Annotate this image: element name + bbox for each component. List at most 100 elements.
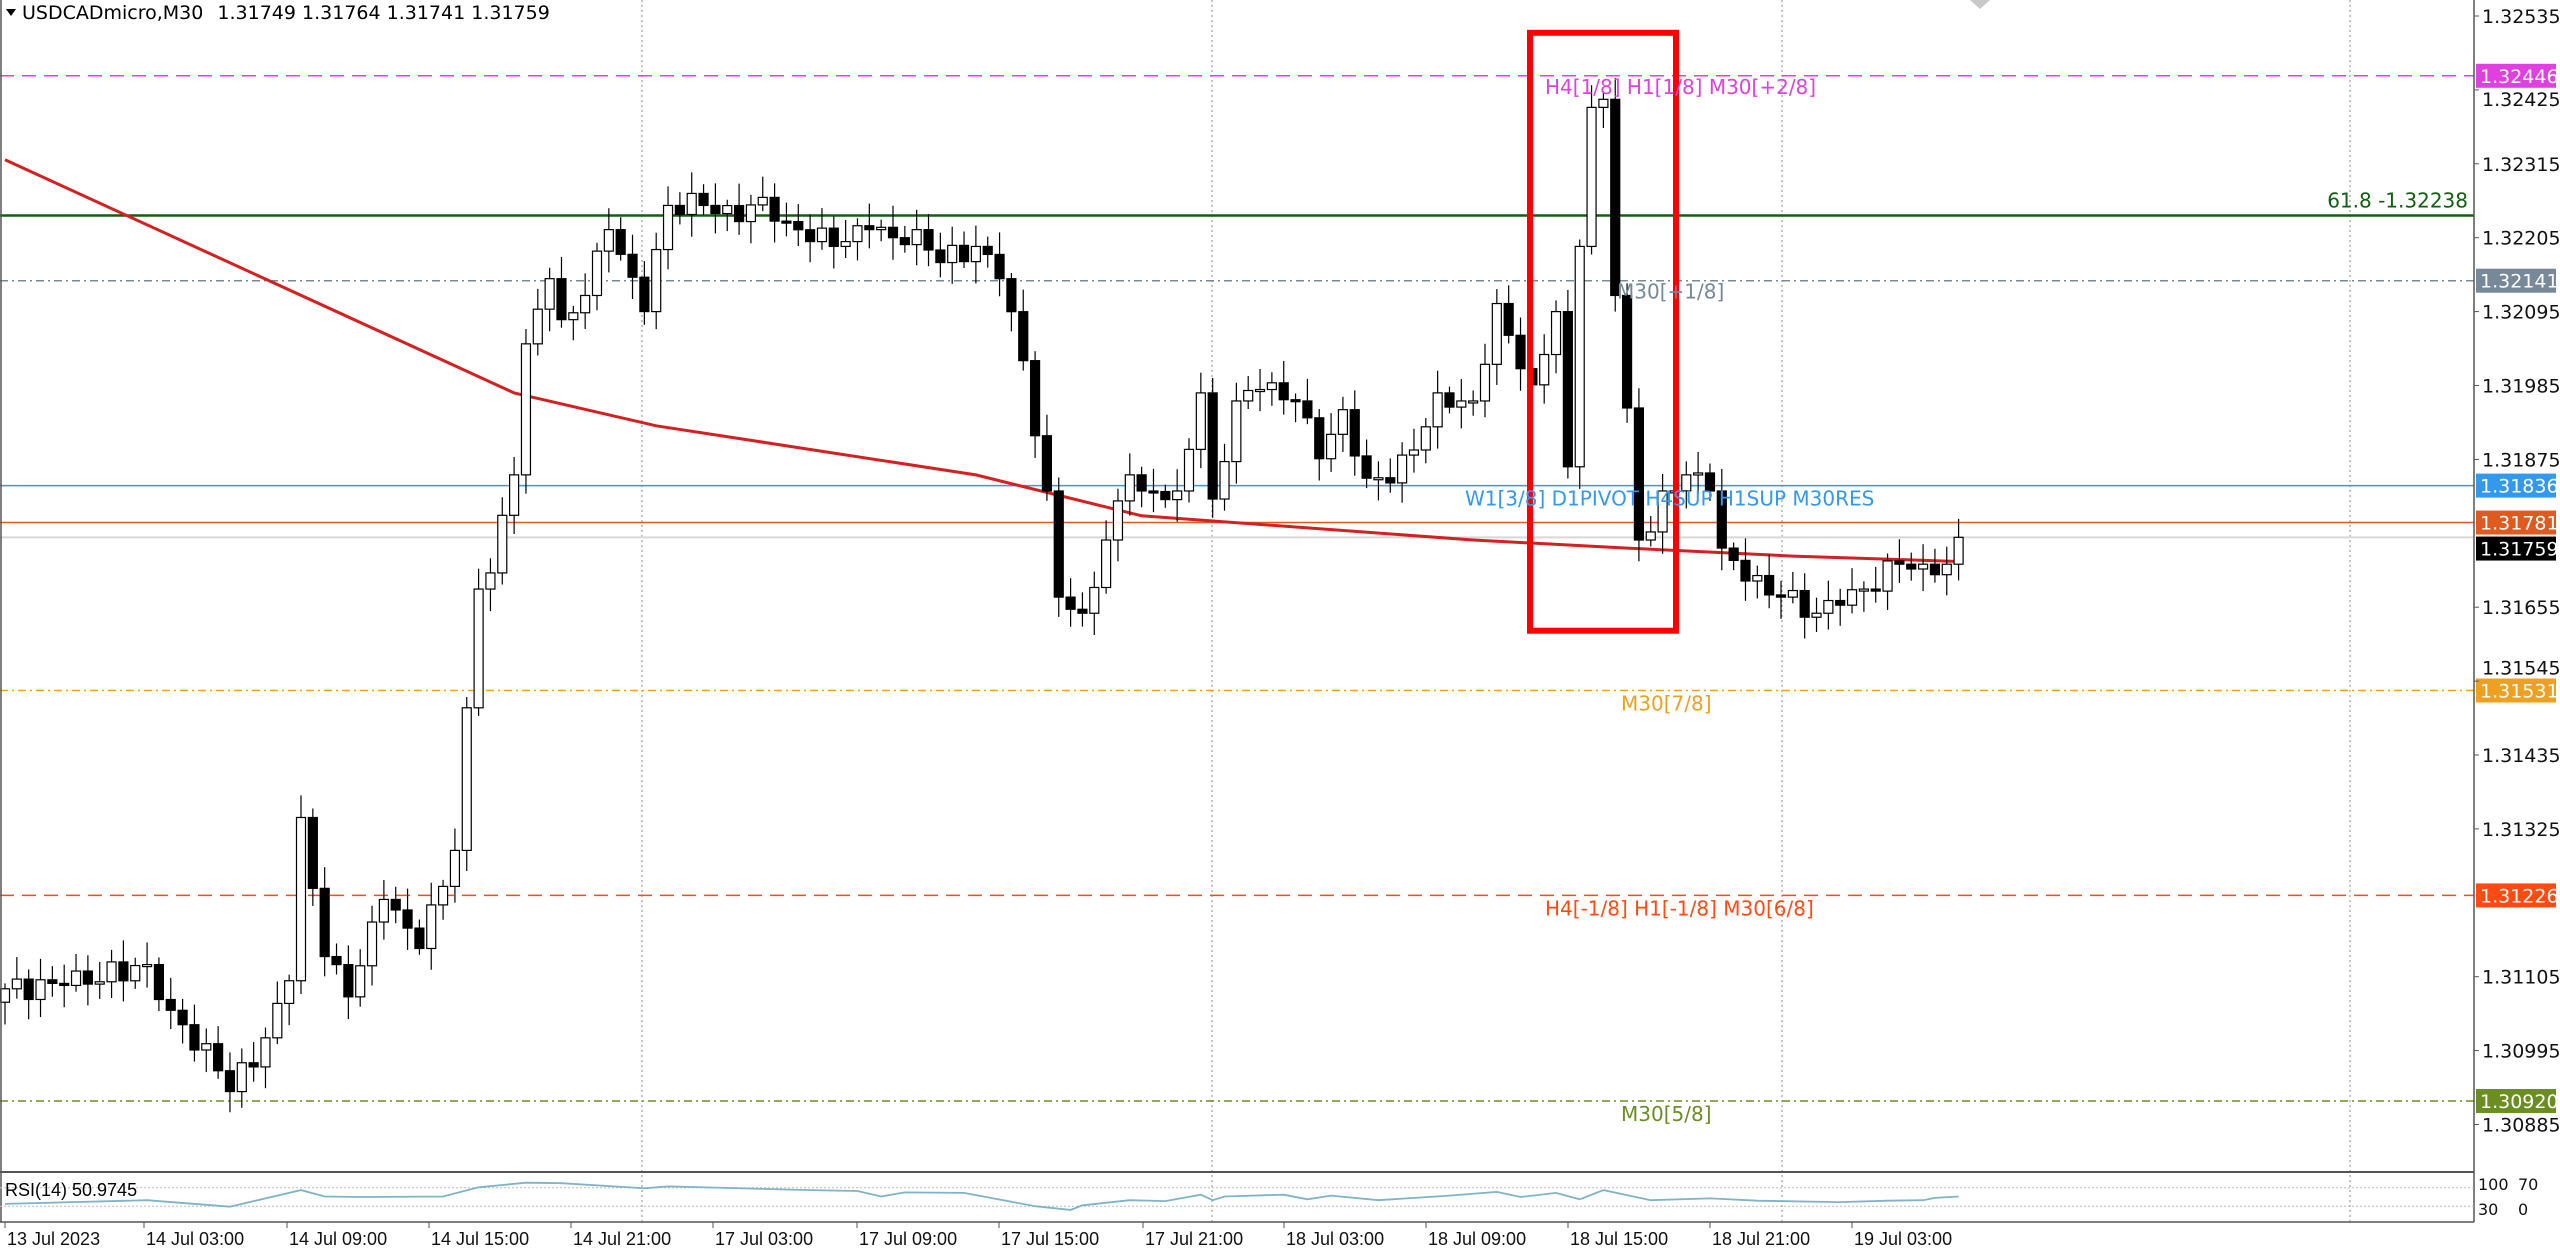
bull-candle-body: [947, 244, 958, 264]
scroll-marker-icon[interactable]: [1970, 0, 1990, 9]
candle: [1172, 469, 1183, 522]
candle: [1657, 474, 1668, 554]
bull-candle-body: [757, 196, 768, 206]
highlight-box[interactable]: [1527, 29, 1679, 634]
candle: [165, 977, 176, 1030]
bear-candle-body: [982, 245, 993, 256]
bull-candle-body: [106, 961, 117, 983]
candle: [1124, 453, 1135, 516]
candle: [1397, 442, 1408, 503]
bull-candle-body: [1397, 454, 1408, 484]
candle: [781, 202, 792, 237]
candle: [378, 879, 389, 940]
bear-candle-body: [1053, 490, 1064, 598]
bull-candle-body: [378, 898, 389, 923]
bull-candle-body: [473, 588, 484, 709]
bear-candle-body: [390, 898, 401, 911]
bear-candle-body: [627, 253, 638, 278]
highlight-rectangle[interactable]: [1527, 29, 1679, 634]
candle: [355, 949, 366, 1007]
time-axis[interactable]: 13 Jul 2023 14 Jul 03:00 14 Jul 09:00 14 Ju…: [4, 1222, 1952, 1249]
candle: [1752, 565, 1763, 599]
bear-candle-body: [23, 978, 34, 1001]
bull-candle-body: [284, 980, 295, 1005]
bear-candle-body: [615, 229, 626, 255]
bull-candle-body: [686, 192, 697, 216]
level-label: M30[7/8]: [1621, 692, 1712, 716]
rsi-pane[interactable]: RSI(14) 50.9745 100 70 30 0: [0, 1175, 2538, 1219]
bear-candle-body: [1314, 417, 1325, 460]
bull-candle-body: [1172, 490, 1183, 501]
bull-candle-body: [722, 204, 733, 215]
price-tick-label: 1.32095: [2482, 302, 2560, 324]
bear-candle-body: [1041, 435, 1053, 492]
time-tick-label: 14 Jul 09:00: [289, 1229, 387, 1249]
bear-candle-body: [674, 204, 685, 216]
bull-candle-body: [1124, 474, 1135, 502]
bull-candle-body: [1598, 98, 1609, 108]
bear-candle-body: [805, 229, 816, 243]
price-tag-bg: [2476, 883, 2556, 908]
candle: [722, 199, 733, 232]
bear-candle-body: [177, 1009, 188, 1026]
candle: [1479, 343, 1491, 418]
time-tick-label: 17 Jul 15:00: [1001, 1229, 1099, 1249]
level-label: M30[+1/8]: [1617, 280, 1724, 304]
bull-candle-body: [1917, 563, 1929, 570]
ohlc-readout: 1.31749 1.31764 1.31741 1.31759: [217, 2, 549, 24]
bull-candle-body: [1195, 392, 1206, 450]
bear-candle-body: [698, 192, 709, 207]
candle: [1456, 379, 1467, 429]
bull-candle-body: [591, 250, 603, 297]
bear-candle-body: [1894, 560, 1905, 565]
bear-candle-body: [1740, 559, 1751, 582]
bear-candle-body: [899, 237, 910, 246]
candle: [1870, 566, 1881, 603]
bull-candle-body: [1550, 311, 1562, 356]
bear-candle-body: [935, 249, 946, 264]
price-tick-label: 1.31985: [2482, 376, 2560, 398]
candle: [201, 1028, 212, 1073]
bull-candle-body: [876, 226, 887, 231]
triangle-down-icon[interactable]: [6, 9, 16, 16]
candle: [47, 966, 58, 997]
candle: [1029, 351, 1041, 458]
price-tags: 1.32446 1.32141 1.31836 1.31781 1.31759 1.315…: [2476, 63, 2559, 1113]
bull-candle-body: [426, 904, 437, 950]
time-tick-label: 18 Jul 09:00: [1428, 1229, 1526, 1249]
bull-candle-body: [295, 816, 307, 982]
price-axis[interactable]: 1.32535 1.32425 1.32315 1.32205 1.32095 1.319…: [2474, 6, 2560, 1137]
candle: [887, 205, 899, 260]
candle: [615, 217, 626, 261]
bear-candle-body: [402, 909, 413, 929]
bear-candle-body: [343, 964, 354, 998]
bull-candle-body: [355, 965, 366, 998]
candle: [1787, 571, 1798, 604]
candle: [35, 958, 46, 1018]
candle: [580, 273, 591, 329]
candle: [1231, 382, 1242, 484]
bear-candle-body: [82, 970, 93, 985]
price-tag-bg: [2476, 63, 2556, 88]
time-tick-label: 18 Jul 21:00: [1712, 1229, 1810, 1249]
candle: [1503, 285, 1514, 344]
price-tag-bg: [2476, 268, 2556, 293]
bull-candle-body: [840, 240, 851, 248]
candle: [1799, 573, 1810, 639]
bear-candle-body: [1503, 302, 1514, 336]
candle: [260, 1027, 271, 1089]
candle: [1207, 377, 1218, 518]
bull-candle-body: [1112, 500, 1124, 541]
candle: [1219, 443, 1230, 511]
candle: [272, 981, 283, 1045]
bear-candle-body: [1136, 474, 1147, 492]
candle: [1917, 544, 1929, 592]
candle: [1835, 588, 1846, 626]
bear-candle-body: [769, 196, 780, 222]
price-tick-label: 1.30885: [2482, 1115, 2560, 1137]
candle: [509, 456, 520, 535]
bear-candle-body: [59, 982, 70, 987]
candle: [1018, 289, 1029, 371]
candle: [1539, 334, 1550, 404]
